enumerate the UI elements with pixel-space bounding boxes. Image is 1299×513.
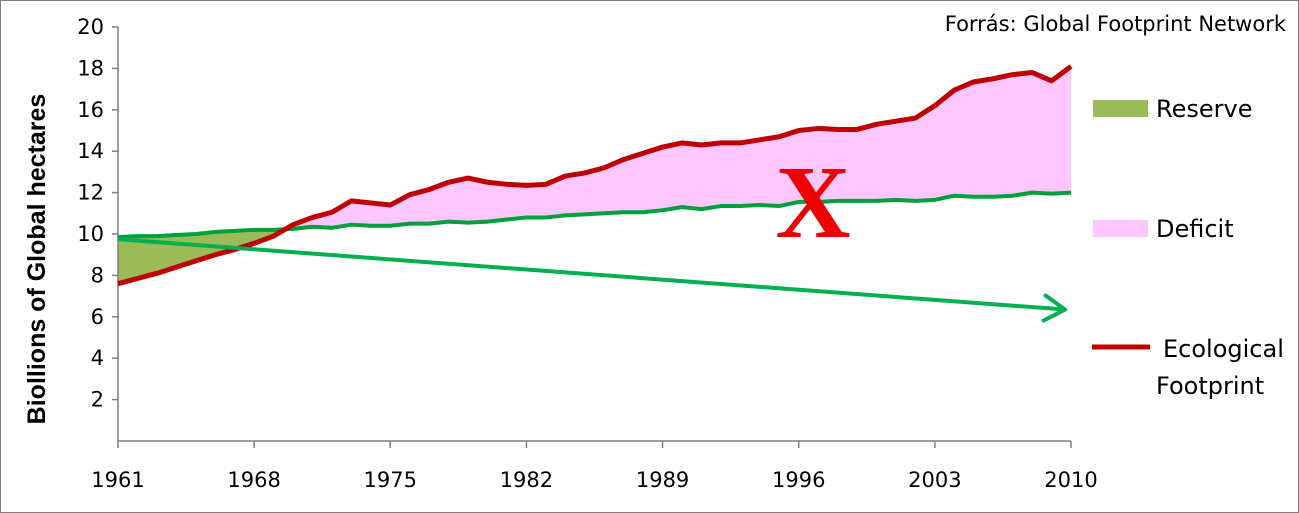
legend-reserve-swatch bbox=[1093, 100, 1148, 117]
deficit-area bbox=[118, 66, 1071, 284]
x-tick-label: 1989 bbox=[636, 468, 689, 492]
x-tick-label: 1968 bbox=[227, 468, 280, 492]
legend-deficit-swatch bbox=[1093, 220, 1148, 237]
x-mark: X bbox=[775, 145, 850, 260]
y-tick-label: 16 bbox=[77, 98, 104, 122]
trend-arrow bbox=[117, 237, 1066, 312]
x-ticks: 1961 1968 1975 1982 1989 1996 2003 2010 bbox=[91, 441, 1098, 492]
y-tick-label: 20 bbox=[77, 15, 104, 39]
annotations: X bbox=[117, 145, 1067, 323]
legend: Reserve Deficit Ecological Footprint bbox=[1092, 95, 1284, 400]
y-tick-label: 2 bbox=[91, 388, 104, 412]
y-tick-label: 8 bbox=[91, 263, 104, 287]
y-tick-label: 10 bbox=[77, 222, 104, 246]
ecological-footprint-line bbox=[117, 64, 1073, 287]
legend-deficit-label: Deficit bbox=[1156, 215, 1234, 243]
x-tick-label: 1961 bbox=[91, 468, 144, 492]
x-tick-label: 1996 bbox=[772, 468, 825, 492]
x-tick-label: 2010 bbox=[1044, 468, 1097, 492]
x-tick-label: 1982 bbox=[500, 468, 553, 492]
source-note: Forrás: Global Footprint Network bbox=[945, 12, 1287, 36]
legend-footprint-label-line1: Ecological bbox=[1163, 335, 1284, 363]
x-tick-label: 1975 bbox=[364, 468, 417, 492]
x-tick-label: 2003 bbox=[908, 468, 961, 492]
y-ticks: 2 4 6 8 10 12 14 16 18 20 bbox=[77, 15, 118, 412]
trend-arrow-head bbox=[1041, 293, 1067, 323]
y-tick-label: 18 bbox=[77, 56, 104, 80]
legend-reserve-label: Reserve bbox=[1156, 95, 1252, 123]
line-layer bbox=[117, 64, 1073, 287]
area-layer bbox=[118, 66, 1071, 284]
axes: 2 4 6 8 10 12 14 16 18 20 1961 1968 1975 1982 1989 199… bbox=[77, 15, 1097, 492]
y-axis-label: Biollions of Global hectares bbox=[23, 94, 51, 425]
y-tick-label: 12 bbox=[77, 181, 104, 205]
y-tick-label: 4 bbox=[91, 346, 104, 370]
legend-footprint-label-line2: Footprint bbox=[1156, 372, 1264, 400]
y-tick-label: 14 bbox=[77, 139, 104, 163]
biocapacity-line bbox=[117, 190, 1072, 240]
y-tick-label: 6 bbox=[91, 305, 104, 329]
